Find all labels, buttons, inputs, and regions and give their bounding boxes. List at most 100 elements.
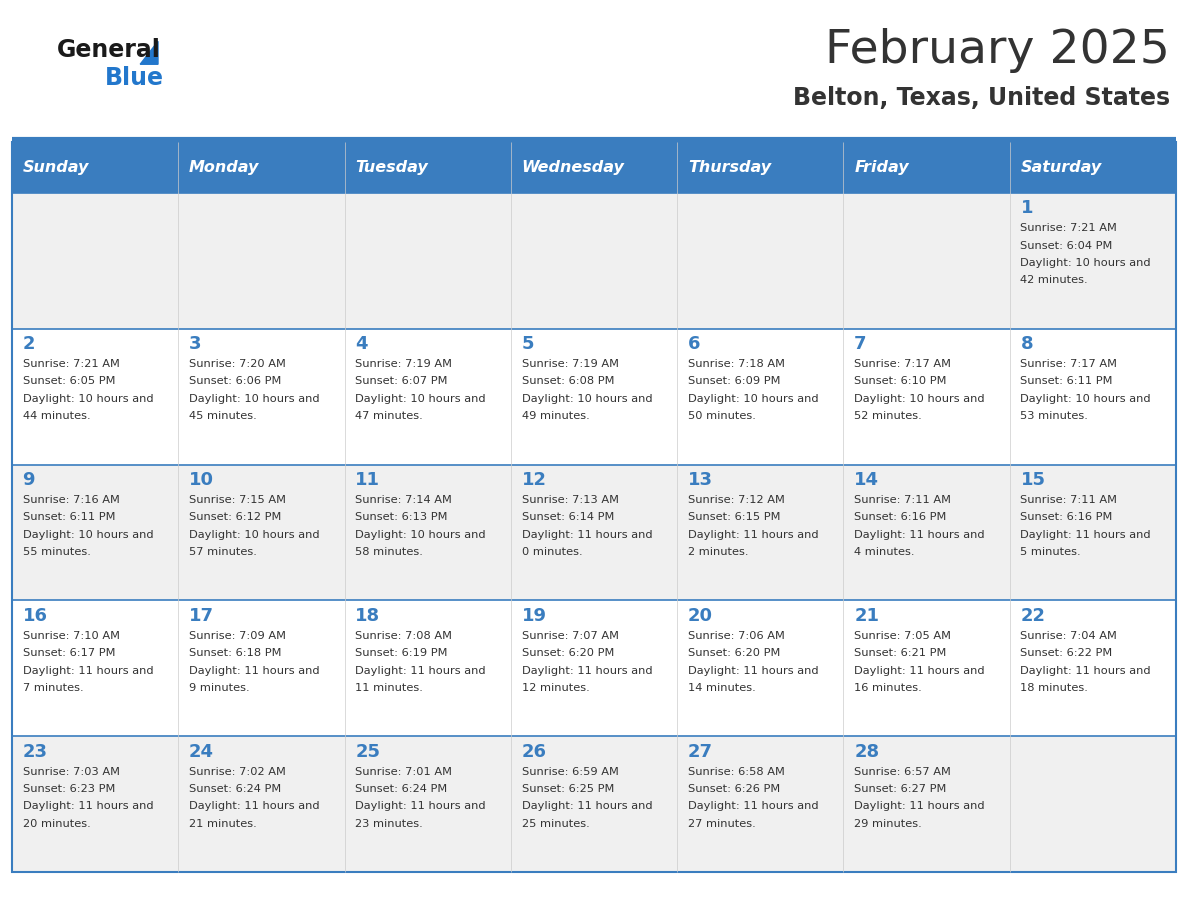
Text: 57 minutes.: 57 minutes. [189, 547, 257, 557]
Text: 18: 18 [355, 607, 380, 625]
Text: 16 minutes.: 16 minutes. [854, 683, 922, 693]
Text: 5 minutes.: 5 minutes. [1020, 547, 1081, 557]
Text: 10: 10 [189, 471, 214, 489]
Text: Saturday: Saturday [1020, 160, 1101, 175]
Text: Sunset: 6:20 PM: Sunset: 6:20 PM [688, 648, 781, 658]
Text: Sunday: Sunday [23, 160, 89, 175]
Text: 45 minutes.: 45 minutes. [189, 411, 257, 421]
Bar [511, 600, 677, 736]
Text: 9: 9 [23, 471, 36, 489]
Text: Sunset: 6:11 PM: Sunset: 6:11 PM [1020, 376, 1113, 386]
Text: 11: 11 [355, 471, 380, 489]
Text: 28: 28 [854, 743, 879, 761]
Text: Sunset: 6:15 PM: Sunset: 6:15 PM [688, 512, 781, 522]
Text: Daylight: 11 hours and: Daylight: 11 hours and [355, 801, 486, 812]
Bar [12, 142, 178, 193]
Text: Sunset: 6:26 PM: Sunset: 6:26 PM [688, 784, 781, 794]
Text: 7 minutes.: 7 minutes. [23, 683, 83, 693]
Text: Sunrise: 7:08 AM: Sunrise: 7:08 AM [355, 631, 453, 641]
Text: Sunset: 6:25 PM: Sunset: 6:25 PM [522, 784, 614, 794]
Text: Tuesday: Tuesday [355, 160, 428, 175]
Text: 21 minutes.: 21 minutes. [189, 819, 257, 829]
Text: 9 minutes.: 9 minutes. [189, 683, 249, 693]
Bar [178, 736, 345, 872]
Text: Sunset: 6:14 PM: Sunset: 6:14 PM [522, 512, 614, 522]
Text: Sunset: 6:27 PM: Sunset: 6:27 PM [854, 784, 947, 794]
Text: Daylight: 10 hours and: Daylight: 10 hours and [23, 530, 153, 540]
Text: Sunrise: 6:57 AM: Sunrise: 6:57 AM [854, 767, 952, 777]
Text: Sunrise: 7:21 AM: Sunrise: 7:21 AM [1020, 223, 1118, 233]
Bar [511, 142, 677, 193]
Text: Belton, Texas, United States: Belton, Texas, United States [794, 86, 1170, 110]
Text: 42 minutes.: 42 minutes. [1020, 275, 1088, 285]
Text: Monday: Monday [189, 160, 259, 175]
Text: Daylight: 11 hours and: Daylight: 11 hours and [1020, 530, 1151, 540]
Text: 11 minutes.: 11 minutes. [355, 683, 423, 693]
Text: Sunrise: 7:12 AM: Sunrise: 7:12 AM [688, 495, 785, 505]
Bar [12, 465, 178, 600]
Text: Daylight: 11 hours and: Daylight: 11 hours and [854, 530, 985, 540]
Text: Sunset: 6:11 PM: Sunset: 6:11 PM [23, 512, 115, 522]
Text: Sunset: 6:13 PM: Sunset: 6:13 PM [355, 512, 448, 522]
Text: Sunset: 6:20 PM: Sunset: 6:20 PM [522, 648, 614, 658]
Bar [345, 329, 511, 465]
Text: Sunset: 6:10 PM: Sunset: 6:10 PM [854, 376, 947, 386]
Bar [1010, 600, 1176, 736]
Text: Sunrise: 7:01 AM: Sunrise: 7:01 AM [355, 767, 453, 777]
Bar [1010, 329, 1176, 465]
Text: 6: 6 [688, 335, 701, 353]
Bar [345, 600, 511, 736]
Bar [677, 600, 843, 736]
Text: Sunset: 6:24 PM: Sunset: 6:24 PM [355, 784, 448, 794]
Text: Sunrise: 7:19 AM: Sunrise: 7:19 AM [522, 359, 619, 369]
Text: Daylight: 10 hours and: Daylight: 10 hours and [854, 394, 985, 404]
Text: 19: 19 [522, 607, 546, 625]
Text: 29 minutes.: 29 minutes. [854, 819, 922, 829]
Text: Daylight: 11 hours and: Daylight: 11 hours and [189, 666, 320, 676]
Text: 7: 7 [854, 335, 867, 353]
Text: Daylight: 11 hours and: Daylight: 11 hours and [23, 666, 153, 676]
Text: Sunrise: 6:58 AM: Sunrise: 6:58 AM [688, 767, 785, 777]
Text: Daylight: 11 hours and: Daylight: 11 hours and [688, 666, 819, 676]
Text: 12: 12 [522, 471, 546, 489]
Text: Daylight: 11 hours and: Daylight: 11 hours and [23, 801, 153, 812]
Text: 25 minutes.: 25 minutes. [522, 819, 589, 829]
Bar [12, 329, 178, 465]
Text: Sunset: 6:19 PM: Sunset: 6:19 PM [355, 648, 448, 658]
Bar [843, 193, 1010, 329]
Text: Sunrise: 7:11 AM: Sunrise: 7:11 AM [1020, 495, 1118, 505]
Text: 20: 20 [688, 607, 713, 625]
Text: 21: 21 [854, 607, 879, 625]
Text: Sunset: 6:07 PM: Sunset: 6:07 PM [355, 376, 448, 386]
Text: 24: 24 [189, 743, 214, 761]
Text: Daylight: 10 hours and: Daylight: 10 hours and [688, 394, 819, 404]
Text: Sunrise: 7:09 AM: Sunrise: 7:09 AM [189, 631, 286, 641]
Text: Daylight: 11 hours and: Daylight: 11 hours and [522, 666, 652, 676]
Text: Sunrise: 7:15 AM: Sunrise: 7:15 AM [189, 495, 286, 505]
Bar [677, 736, 843, 872]
Bar [12, 193, 178, 329]
Text: 3: 3 [189, 335, 202, 353]
Text: Sunset: 6:08 PM: Sunset: 6:08 PM [522, 376, 614, 386]
Bar [1010, 465, 1176, 600]
Text: 12 minutes.: 12 minutes. [522, 683, 589, 693]
Bar [178, 193, 345, 329]
Text: Sunrise: 7:14 AM: Sunrise: 7:14 AM [355, 495, 453, 505]
Text: Daylight: 11 hours and: Daylight: 11 hours and [688, 530, 819, 540]
Bar [843, 142, 1010, 193]
Text: Daylight: 10 hours and: Daylight: 10 hours and [189, 530, 320, 540]
Bar [345, 193, 511, 329]
Text: 18 minutes.: 18 minutes. [1020, 683, 1088, 693]
Bar [511, 329, 677, 465]
Text: 27: 27 [688, 743, 713, 761]
Text: Sunrise: 7:20 AM: Sunrise: 7:20 AM [189, 359, 286, 369]
Text: Daylight: 11 hours and: Daylight: 11 hours and [854, 666, 985, 676]
Bar [843, 600, 1010, 736]
Text: 27 minutes.: 27 minutes. [688, 819, 756, 829]
Bar [345, 736, 511, 872]
Bar [511, 193, 677, 329]
Text: Sunset: 6:04 PM: Sunset: 6:04 PM [1020, 241, 1113, 251]
Text: Daylight: 11 hours and: Daylight: 11 hours and [355, 666, 486, 676]
Text: Sunrise: 7:17 AM: Sunrise: 7:17 AM [854, 359, 952, 369]
Bar [677, 193, 843, 329]
